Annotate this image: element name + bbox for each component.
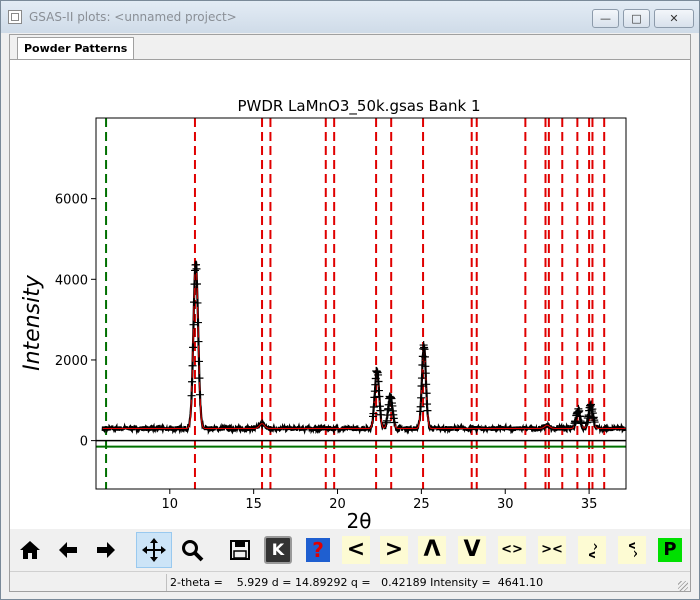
observed-point: [195, 390, 204, 399]
observed-point: [192, 264, 201, 273]
observed-point: [195, 374, 204, 383]
observed-point: [192, 280, 201, 289]
back-arrow-icon[interactable]: [50, 532, 86, 568]
observed-point: [417, 381, 426, 390]
minimize-button[interactable]: —: [592, 9, 619, 28]
observed-point: [194, 357, 203, 366]
scale-up-button[interactable]: Λ: [414, 532, 450, 568]
observed-point: [375, 392, 384, 401]
expand-x-button[interactable]: <>: [494, 532, 530, 568]
observed-point: [187, 391, 196, 400]
zoom-icon[interactable]: [174, 532, 210, 568]
resize-grip-icon[interactable]: [678, 581, 688, 591]
help-icon[interactable]: ?: [300, 532, 336, 568]
y-axis-label: Intensity: [20, 274, 45, 371]
tab-powder-patterns[interactable]: Powder Patterns: [17, 37, 135, 60]
contract-x-button[interactable]: ><: [534, 532, 570, 568]
help-button-label: ?: [306, 538, 330, 562]
x-tick-label: 35: [581, 497, 598, 512]
pan-icon[interactable]: [136, 532, 172, 568]
observed-point: [190, 298, 199, 307]
client-area: Powder Patterns PWDR LaMnO3_50k.gsas Ban…: [9, 34, 691, 592]
observed-point: [421, 369, 430, 378]
observed-pattern: [101, 261, 627, 436]
observed-point: [189, 320, 198, 329]
shift-left-button[interactable]: <: [338, 532, 374, 568]
title-bar[interactable]: GSAS-II plots: <unnamed project> — □ ✕: [1, 1, 699, 33]
window-title: GSAS-II plots: <unnamed project>: [29, 10, 237, 24]
x-tick-label: 30: [497, 497, 514, 512]
observed-point: [577, 419, 586, 428]
y-tick-label: 0: [80, 435, 88, 450]
contract-y-button[interactable]: v^: [614, 532, 650, 568]
observed-point: [193, 318, 202, 327]
observed-point: [417, 393, 426, 402]
observed-point: [390, 418, 399, 427]
x-tick-label: 15: [245, 497, 262, 512]
observed-point: [420, 345, 429, 354]
cursor-readout: 2-theta = 5.929 d = 14.89292 q = 0.42189…: [170, 576, 544, 589]
forward-arrow-icon[interactable]: [88, 532, 124, 568]
observed-point: [369, 403, 378, 412]
observed-point: [193, 298, 202, 307]
observed-point: [189, 343, 198, 352]
publish-button[interactable]: P: [652, 532, 688, 568]
y-tick-label: 2000: [55, 354, 88, 369]
observed-point: [590, 418, 599, 427]
close-button[interactable]: ✕: [654, 9, 694, 28]
observed-point: [420, 352, 429, 361]
powder-pattern-plot[interactable]: PWDR LaMnO3_50k.gsas Bank 1 Intensity 2θ…: [10, 60, 690, 530]
observed-point: [422, 380, 431, 389]
app-icon: [8, 10, 22, 24]
maximize-button[interactable]: □: [623, 9, 650, 28]
expand-y-button[interactable]: ^v: [574, 532, 610, 568]
status-separator: [166, 574, 167, 591]
y-tick-label: 4000: [55, 273, 88, 288]
shift-right-button[interactable]: >: [376, 532, 412, 568]
save-icon[interactable]: [222, 532, 258, 568]
key-button-label: K: [264, 536, 292, 564]
scale-down-button[interactable]: V: [454, 532, 490, 568]
observed-point: [422, 389, 431, 398]
home-icon[interactable]: [12, 532, 48, 568]
observed-point: [374, 377, 383, 386]
plot-canvas[interactable]: PWDR LaMnO3_50k.gsas Bank 1 Intensity 2θ…: [10, 59, 690, 564]
observed-point: [423, 406, 432, 415]
observed-point: [194, 337, 203, 346]
status-bar: 2-theta = 5.929 d = 14.89292 q = 0.42189…: [10, 571, 690, 593]
calculated-pattern: [102, 263, 626, 429]
observed-point: [188, 361, 197, 370]
x-tick-label: 20: [329, 497, 346, 512]
observed-point: [417, 374, 426, 383]
x-axis-label: 2θ: [347, 509, 372, 530]
y-tick-label: 6000: [55, 193, 88, 208]
key-icon[interactable]: K: [260, 532, 296, 568]
observed-point: [421, 362, 430, 371]
observed-point: [188, 377, 197, 386]
x-tick-label: 25: [413, 497, 430, 512]
observed-point: [416, 402, 425, 411]
plot-toolbar: K ? < > Λ V <> >< ^v v^ P: [10, 529, 690, 571]
plot-frame: [95, 117, 627, 490]
x-tick-label: 10: [162, 497, 179, 512]
chart-title: PWDR LaMnO3_50k.gsas Bank 1: [237, 97, 480, 116]
